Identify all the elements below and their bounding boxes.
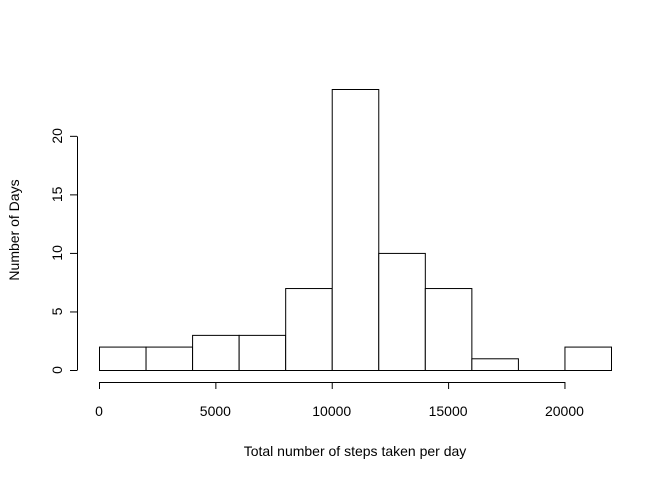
y-tick-label-0: 0	[49, 366, 65, 374]
y-tick-label-1: 5	[49, 307, 65, 315]
x-tick-label-3: 15000	[429, 403, 468, 419]
y-axis-label: Number of Days	[6, 179, 22, 280]
y-tick-label-4: 20	[49, 128, 65, 144]
histogram-bar-1	[145, 346, 194, 372]
histogram-bar-7	[424, 288, 473, 371]
x-tick-label-0: 0	[95, 403, 103, 419]
histogram-bar-4	[285, 288, 333, 371]
x-tick-label-2: 10000	[312, 403, 351, 419]
histogram-bar-3	[238, 334, 287, 371]
x-axis: 0 5000 10000 15000 20000	[95, 382, 584, 419]
histogram-bar-6	[378, 252, 426, 372]
histogram-bar-0	[99, 346, 147, 372]
histogram-bars	[99, 89, 612, 372]
y-tick-label-2: 10	[49, 245, 65, 261]
x-axis-label: Total number of steps taken per day	[244, 443, 467, 459]
histogram-bar-10	[564, 346, 612, 372]
histogram-bar-8	[471, 358, 519, 371]
y-axis: 0 5 10 15 20	[49, 128, 78, 374]
x-tick-label-4: 20000	[545, 403, 584, 419]
histogram-bar-5	[331, 89, 380, 371]
histogram-bar-2	[192, 334, 240, 371]
x-tick-label-1: 5000	[200, 403, 231, 419]
y-tick-label-3: 15	[49, 186, 65, 202]
